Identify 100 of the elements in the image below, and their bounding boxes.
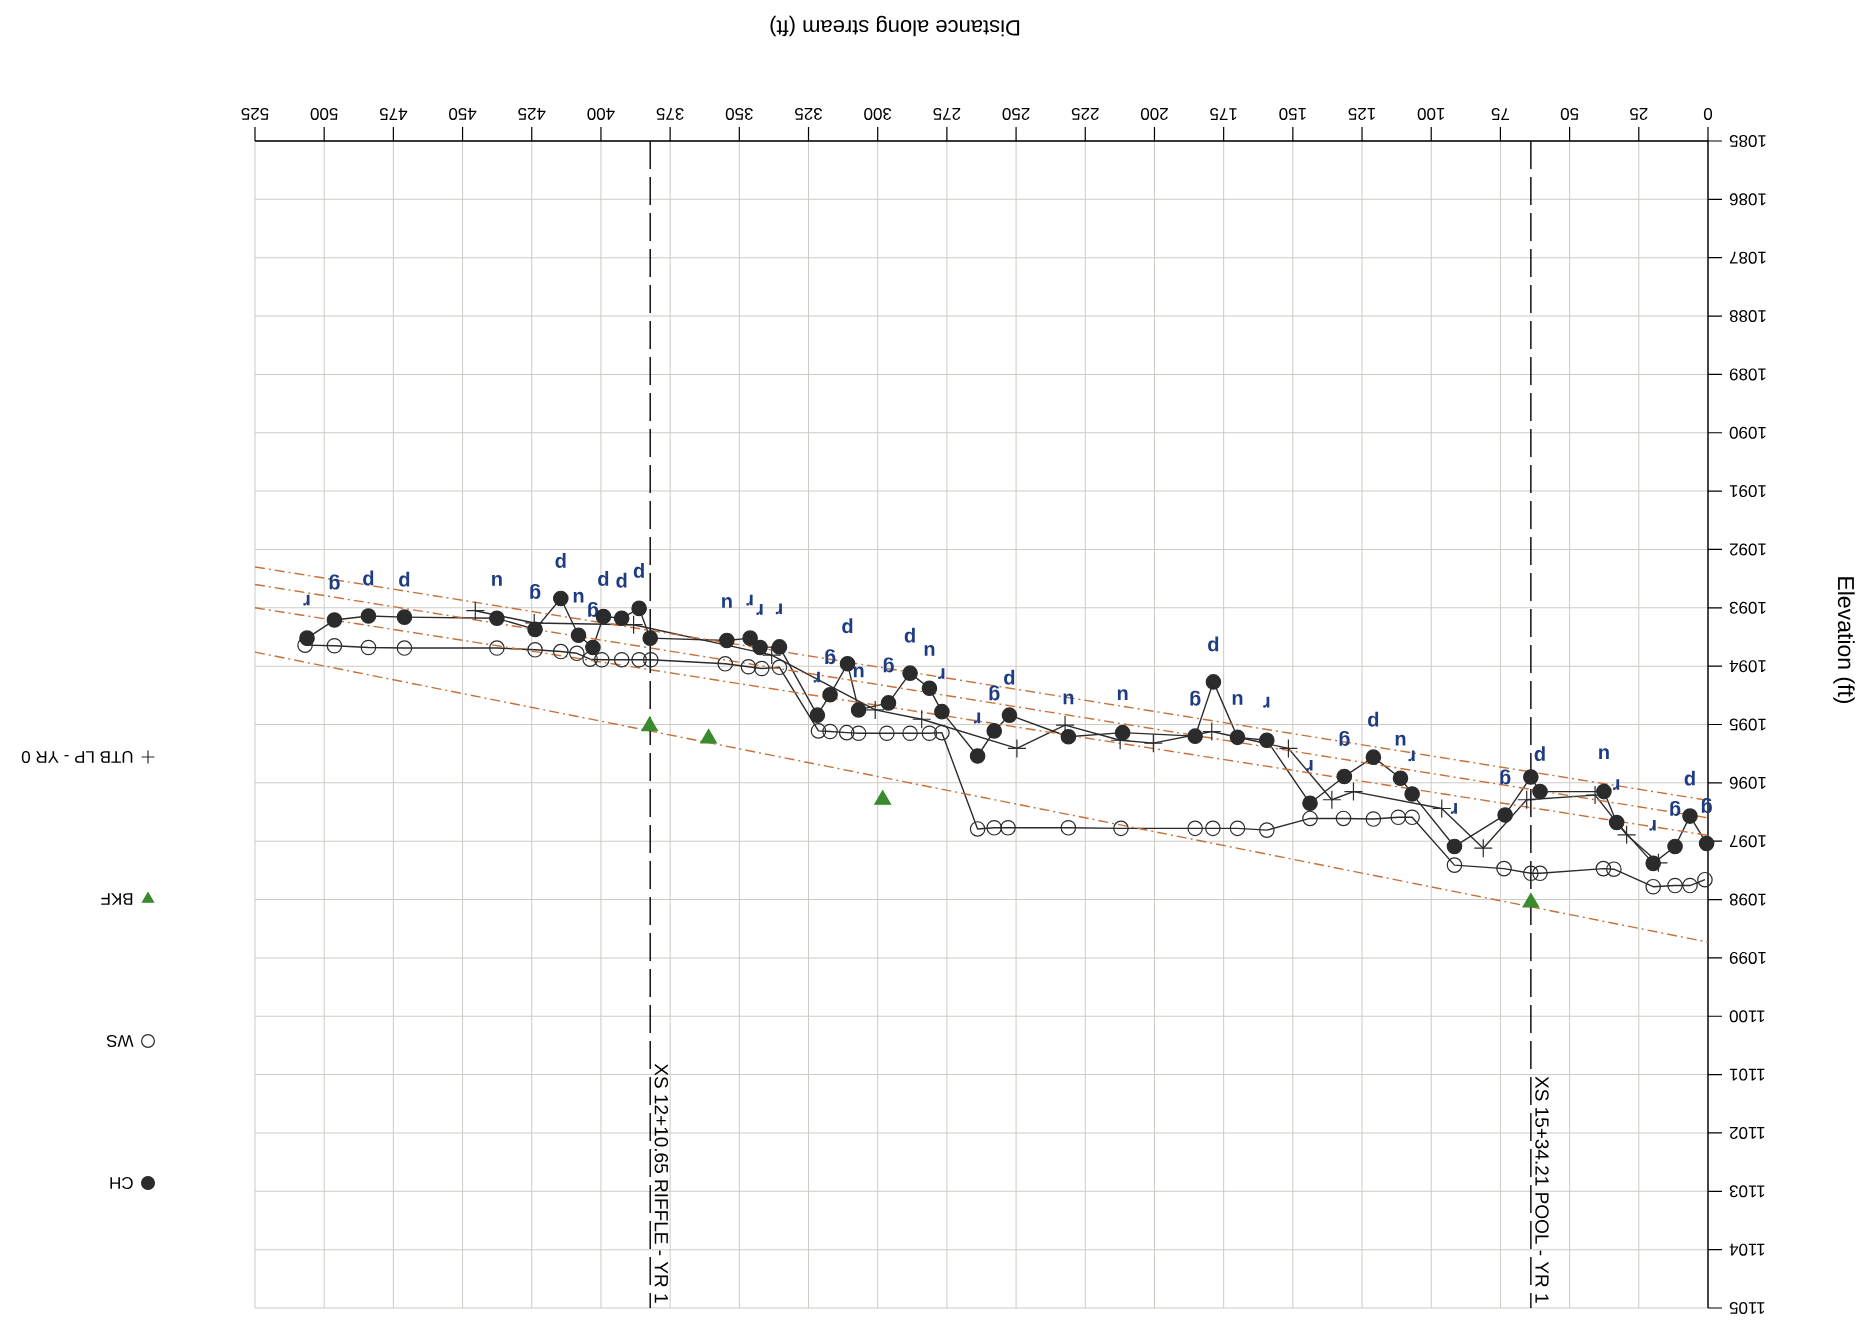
point: [1532, 783, 1548, 800]
x-tick-label: 425: [518, 107, 546, 120]
y-tick-label: 1086: [1729, 193, 1766, 206]
point: [822, 686, 838, 703]
x-tick-label: 525: [241, 107, 269, 120]
ref-line-label: XS 15+34.21 POOL - YR 1: [1535, 1076, 1549, 1303]
point: [865, 700, 885, 720]
annotation: u: [924, 644, 935, 656]
point: [1336, 768, 1353, 785]
point: [1205, 674, 1222, 690]
point: [969, 821, 986, 837]
annotation: u: [722, 597, 732, 608]
ref-line-label: XS 12+10.65 RIFFLE - YR 1: [654, 1063, 669, 1303]
point: [326, 612, 343, 628]
annotation: g: [1500, 769, 1511, 785]
y-tick-label: 1095: [1729, 718, 1766, 731]
point: [1523, 865, 1539, 882]
point: [986, 819, 1003, 836]
x-tick-label: 500: [310, 107, 338, 120]
point: [921, 725, 938, 742]
point: [582, 651, 598, 667]
legend-label: WS: [106, 1034, 134, 1047]
y-tick-label: 1097: [1729, 835, 1766, 848]
x-tick-label: 25: [1630, 107, 1648, 120]
annotation: g: [329, 574, 340, 590]
point: [570, 627, 587, 644]
point: [1532, 865, 1548, 882]
point: [569, 645, 585, 662]
point: [762, 645, 782, 665]
x-axis-title: Distance along stream (ft): [770, 15, 1020, 37]
point: [752, 639, 768, 656]
annotation: p: [399, 571, 410, 587]
annotation: u: [1063, 693, 1074, 705]
annotation: r: [1408, 750, 1415, 762]
annotation: g: [1670, 800, 1681, 816]
annotation: u: [853, 666, 864, 678]
annotation: u: [1599, 748, 1609, 759]
point: [1667, 877, 1683, 894]
point: [1682, 808, 1698, 824]
point: [1645, 878, 1661, 895]
point: [921, 680, 938, 697]
point: [527, 642, 543, 658]
point: [809, 707, 826, 723]
point: [1187, 820, 1203, 837]
point: [986, 723, 1003, 739]
point: [593, 651, 610, 668]
x-tick-label: 475: [379, 108, 408, 120]
y-tick-label: 1090: [1729, 426, 1766, 439]
point: [839, 656, 856, 672]
point: [326, 637, 343, 654]
point: [1202, 721, 1222, 742]
point: [1446, 857, 1463, 873]
point: [624, 615, 644, 635]
point: [1113, 820, 1129, 837]
point: [1390, 809, 1407, 826]
point: [717, 656, 734, 672]
point: [642, 630, 658, 646]
y-tick-label: 1105: [1729, 1301, 1765, 1314]
point: [1229, 729, 1246, 746]
point: [1404, 786, 1420, 802]
point: [1335, 810, 1352, 827]
y-tick-label: 1093: [1729, 601, 1766, 614]
point: [1667, 838, 1683, 855]
annotation: u: [1117, 689, 1128, 701]
point: [1365, 749, 1382, 765]
annotation: r: [1450, 803, 1458, 814]
point: [1698, 835, 1715, 852]
point: [902, 665, 918, 681]
point: [880, 695, 897, 711]
point: [969, 748, 986, 764]
point: [1404, 809, 1420, 826]
x-tick-label: 0: [1703, 107, 1713, 120]
annotation: u: [492, 574, 502, 586]
point: [1523, 769, 1539, 785]
annotation: r: [746, 594, 753, 606]
point: [719, 632, 735, 649]
point: [360, 608, 377, 624]
point: [912, 709, 932, 729]
point: [850, 725, 867, 742]
point: [1682, 877, 1698, 894]
annotation: r: [1613, 779, 1620, 790]
point: [1060, 819, 1077, 836]
annotation: r: [1649, 819, 1656, 831]
annotation: g: [989, 685, 1000, 701]
point: [753, 660, 770, 677]
y-tick-label: 1092: [1729, 543, 1766, 556]
point: [1432, 798, 1452, 819]
point: [1060, 728, 1077, 745]
x-tick-label: 350: [725, 107, 753, 120]
point: [1343, 782, 1364, 802]
point: [1000, 819, 1016, 836]
point: [1617, 825, 1637, 845]
point: [1392, 770, 1409, 786]
point: [396, 640, 413, 656]
x-tick-label: 75: [1491, 108, 1509, 120]
point: [740, 658, 757, 675]
y-tick-label: 1085: [1729, 134, 1766, 147]
y-tick-label: 1094: [1729, 660, 1766, 673]
point: [1446, 838, 1463, 855]
annotation: g: [1190, 690, 1201, 706]
